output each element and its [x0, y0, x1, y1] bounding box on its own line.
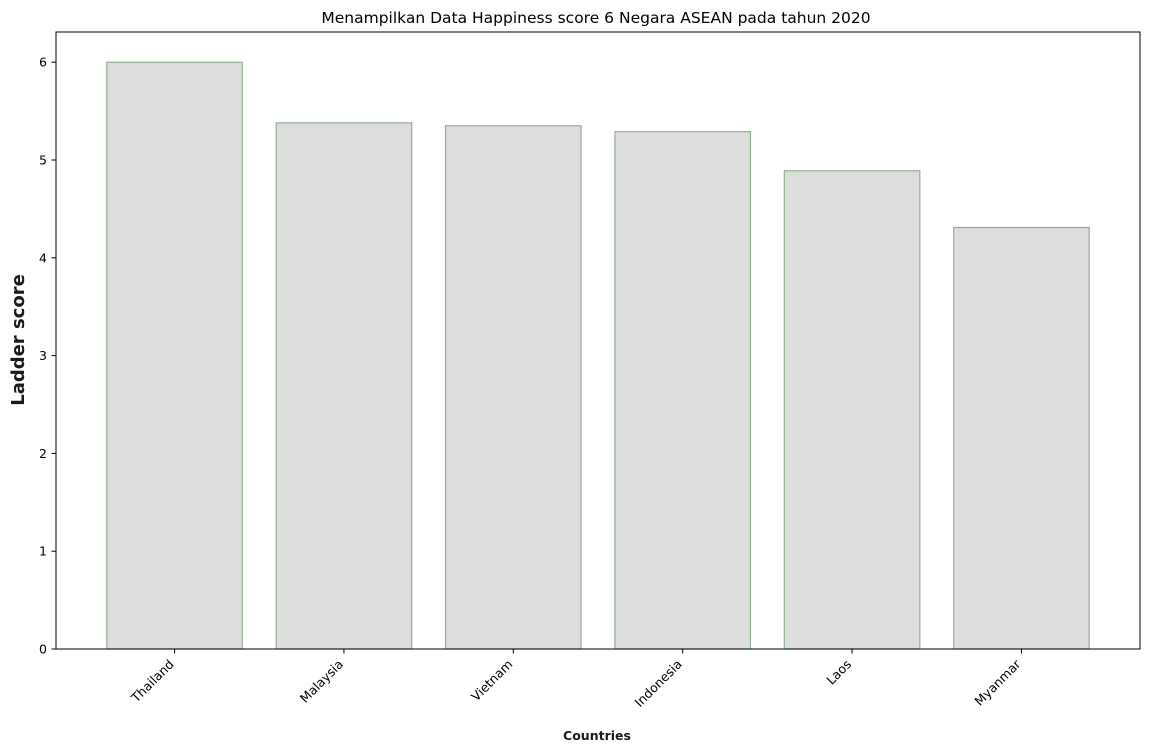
x-tick-label-myanmar: Myanmar [971, 656, 1024, 709]
y-tick-label: 2 [39, 446, 47, 461]
y-tick-label: 4 [39, 250, 47, 265]
x-tick-label-malaysia: Malaysia [297, 657, 346, 706]
bar-laos [783, 170, 921, 650]
x-tick-label-thailand: Thailand [127, 657, 176, 706]
plot-area-frame [55, 31, 1141, 650]
y-tick-label: 3 [39, 348, 47, 363]
y-axis-ticks: 0 1 2 3 4 5 6 [39, 55, 56, 657]
bars-layer [106, 61, 1090, 650]
x-axis-label: Countries [563, 728, 631, 743]
bar-malaysia [275, 122, 413, 650]
y-tick-label: 1 [39, 544, 47, 559]
x-axis-ticks: Thailand Malaysia Vietnam Indonesia Laos Myan… [127, 649, 1024, 710]
bar-myanmar [953, 226, 1090, 650]
x-tick-label-vietnam: Vietnam [468, 657, 515, 704]
y-tick-label: 6 [39, 55, 47, 70]
y-tick-label: 0 [39, 642, 47, 657]
bar-thailand [106, 61, 243, 650]
y-axis-label: Ladder score [8, 274, 29, 406]
bar-vietnam [444, 125, 582, 650]
bar-indonesia [614, 131, 752, 650]
y-tick-label: 5 [39, 153, 47, 168]
x-tick-label-indonesia: Indonesia [631, 657, 684, 710]
x-tick-label-laos: Laos [823, 657, 854, 688]
chart-title: Menampilkan Data Happiness score 6 Negar… [321, 9, 870, 27]
